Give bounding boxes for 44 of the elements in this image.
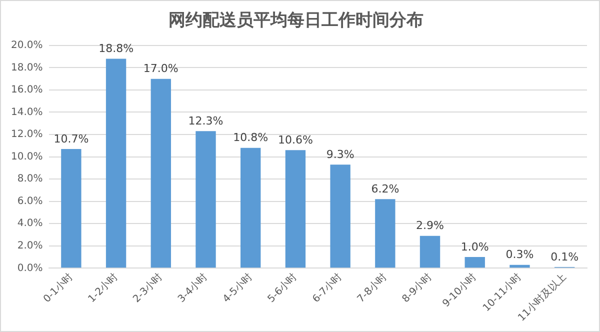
x-tick-label: 6-7小时 (310, 270, 344, 306)
x-tick-label: 1-2小时 (86, 270, 120, 306)
bar (106, 58, 126, 268)
data-label: 12.3% (188, 114, 224, 128)
data-label: 10.7% (54, 132, 89, 146)
x-tick-label: 4-5小时 (220, 270, 255, 306)
chart-title: 网约配送员平均每日工作时间分布 (168, 10, 424, 31)
data-label: 1.0% (460, 240, 489, 254)
data-label: 0.1% (550, 250, 579, 264)
x-tick-label: 8-9小时 (400, 270, 434, 306)
y-tick-label: 16.0% (10, 84, 43, 96)
y-tick-label: 6.0% (17, 196, 43, 207)
y-tick-label: 12.0% (10, 129, 43, 140)
y-tick-label: 18.0% (10, 62, 43, 74)
data-label: 17.0% (143, 62, 178, 76)
y-tick-label: 8.0% (17, 174, 43, 185)
data-label: 0.3% (506, 248, 534, 262)
data-label: 18.8% (98, 42, 134, 56)
bar (330, 164, 350, 268)
data-label: 10.6% (278, 133, 313, 146)
y-tick-label: 4.0% (17, 218, 43, 230)
y-tick-label: 0.0% (17, 262, 43, 274)
data-label: 6.2% (371, 182, 400, 196)
bar (285, 150, 306, 268)
y-tick-label: 14.0% (10, 106, 43, 118)
y-tick-label: 2.0% (17, 240, 43, 252)
x-tick-label: 5-6小时 (265, 270, 300, 306)
data-label: 9.3% (326, 148, 354, 161)
bar (510, 264, 530, 268)
data-label: 2.9% (416, 219, 444, 232)
bar (464, 257, 485, 268)
y-tick-label: 20.0% (10, 40, 43, 51)
bar (420, 236, 440, 268)
x-tick-label: 3-4小时 (176, 270, 210, 306)
x-tick-label: 0-1小时 (40, 270, 76, 306)
bar (150, 78, 171, 268)
bar (240, 148, 261, 268)
bar (61, 148, 82, 268)
bar (375, 199, 396, 268)
bar (196, 131, 216, 268)
data-label: 10.8% (233, 131, 268, 144)
x-tick-label: 7-8小时 (354, 270, 390, 306)
x-tick-label: 2-3小时 (130, 270, 165, 306)
y-tick-label: 10.0% (10, 151, 43, 162)
